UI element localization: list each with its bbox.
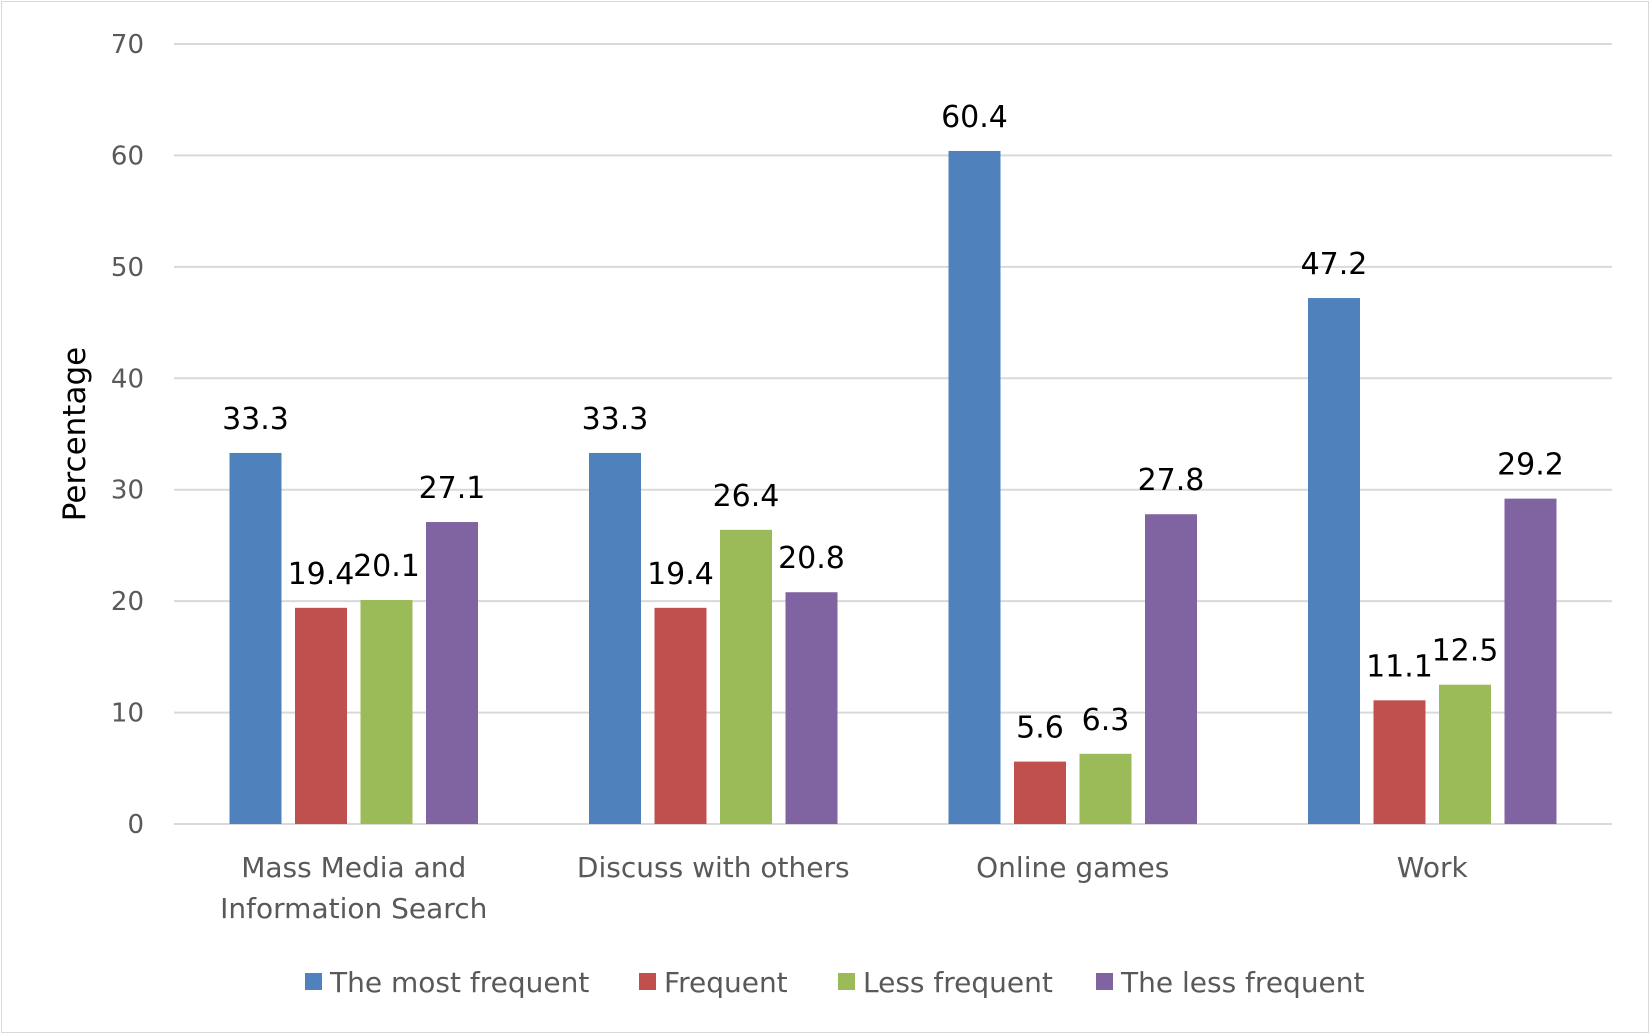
- bar: [785, 592, 838, 824]
- data-label: 11.1: [1366, 649, 1433, 684]
- y-tick-label: 20: [111, 587, 144, 617]
- y-tick-label: 10: [111, 699, 144, 729]
- y-axis-ticks: 0 10 20 30 40 50 60 70: [111, 30, 144, 840]
- data-label: 20.1: [353, 549, 420, 584]
- legend-swatch: [838, 973, 855, 990]
- data-label: 6.3: [1082, 703, 1130, 738]
- data-label: 5.6: [1016, 711, 1064, 746]
- y-tick-label: 70: [111, 30, 144, 60]
- x-category-label: Work: [1397, 851, 1469, 884]
- bar: [1439, 684, 1491, 824]
- data-label: 26.4: [713, 479, 780, 514]
- bar: [426, 522, 478, 824]
- x-category-label: Mass Media and: [241, 851, 466, 884]
- bar: [720, 529, 772, 824]
- y-axis-label: Percentage: [57, 347, 93, 521]
- data-label: 47.2: [1301, 247, 1368, 282]
- legend-swatch: [305, 973, 322, 990]
- x-category-label: Information Search: [220, 892, 487, 925]
- y-tick-label: 0: [127, 810, 144, 840]
- bar: [229, 452, 282, 824]
- data-label: 33.3: [582, 402, 649, 437]
- data-label: 60.4: [941, 100, 1008, 135]
- legend-swatch: [1096, 973, 1113, 990]
- bar: [1079, 753, 1132, 824]
- data-label: 27.1: [419, 471, 486, 506]
- bar: [1373, 700, 1426, 824]
- bars: [229, 150, 1557, 824]
- data-label: 19.4: [288, 557, 355, 592]
- bar: [295, 607, 347, 824]
- bar: [1308, 298, 1360, 824]
- y-tick-label: 50: [111, 253, 144, 283]
- data-label: 19.4: [647, 557, 714, 592]
- bar: [654, 607, 707, 824]
- legend-label: Frequent: [664, 966, 788, 999]
- y-tick-label: 60: [111, 141, 144, 171]
- data-label: 27.8: [1138, 463, 1205, 498]
- legend: The most frequent Frequent Less frequent Th…: [305, 966, 1365, 999]
- legend-label: The less frequent: [1120, 966, 1365, 999]
- legend-swatch: [639, 973, 656, 990]
- data-label: 20.8: [778, 541, 845, 576]
- x-category-label: Discuss with others: [577, 851, 850, 884]
- y-tick-label: 40: [111, 364, 144, 394]
- legend-label: The most frequent: [329, 966, 589, 999]
- gridlines: [174, 43, 1612, 825]
- x-axis-categories: Mass Media and Information Search Discuss …: [220, 851, 1468, 925]
- bar: [1014, 761, 1066, 824]
- data-label: 12.5: [1432, 634, 1499, 669]
- legend-label: Less frequent: [863, 966, 1053, 999]
- data-labels: 33.319.420.127.133.319.426.420.860.45.6 6…: [222, 100, 1564, 746]
- bar: [360, 600, 413, 824]
- bar: [1504, 498, 1557, 824]
- bar: [589, 452, 641, 824]
- x-category-label: Online games: [976, 851, 1169, 884]
- bar: [948, 150, 1001, 824]
- data-label: 29.2: [1497, 448, 1564, 483]
- y-tick-label: 30: [111, 476, 144, 506]
- bar: [1145, 514, 1197, 824]
- data-label: 33.3: [222, 402, 289, 437]
